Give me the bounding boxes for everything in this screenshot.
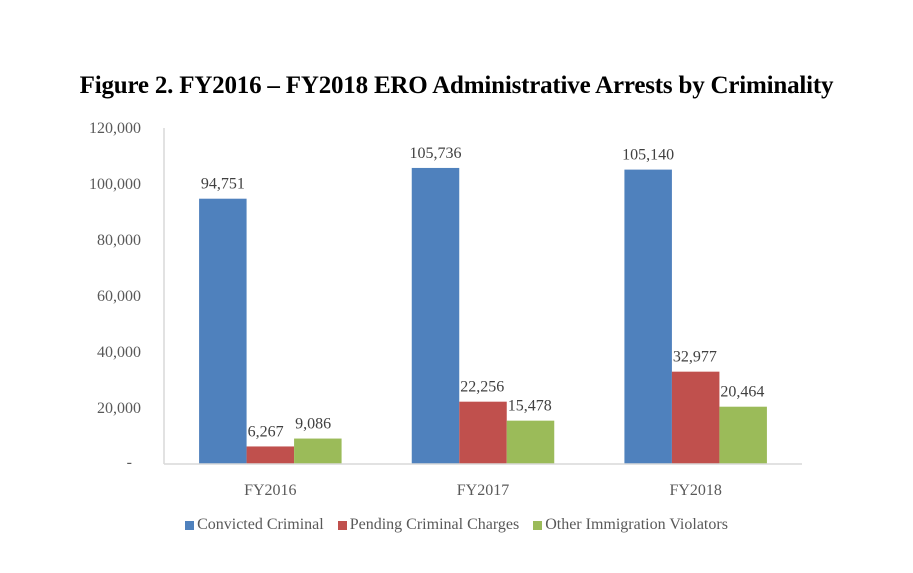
data-label: 32,977 — [673, 349, 717, 366]
legend-swatch — [533, 520, 543, 530]
y-tick-label: 80,000 — [97, 232, 141, 249]
x-tick-label: FY2016 — [244, 482, 296, 499]
legend-swatch — [337, 520, 347, 530]
x-tick-label: FY2017 — [457, 482, 509, 499]
bar-convicted-criminal-fy2016 — [199, 198, 247, 464]
y-axis: - 20,000 40,000 60,000 80,000 100,000 120,000 — [89, 120, 165, 471]
data-label: 6,267 — [248, 423, 284, 440]
legend-swatch — [185, 520, 195, 530]
bar-pending-criminal-charges-fy2016 — [246, 446, 295, 464]
legend-item: Convicted Criminal — [185, 516, 324, 534]
bar-convicted-criminal-fy2018 — [624, 169, 672, 464]
y-tick-label: 20,000 — [97, 400, 141, 417]
x-tick-label: FY2018 — [669, 482, 721, 499]
legend: Convicted Criminal Pending Criminal Charg… — [0, 516, 913, 534]
chart-title: Figure 2. FY2016 – FY2018 ERO Administra… — [79, 72, 834, 99]
legend-item: Other Immigration Violators — [533, 516, 728, 534]
data-label: 105,140 — [622, 147, 674, 164]
data-label: 9,086 — [295, 416, 331, 433]
bar-other-immigration-violators-fy2018 — [719, 406, 767, 464]
legend-item: Pending Criminal Charges — [337, 516, 520, 534]
data-label: 94,751 — [201, 176, 245, 193]
data-label: 15,478 — [508, 398, 552, 415]
y-tick-label: 40,000 — [97, 344, 141, 361]
y-tick-label: - — [127, 454, 132, 471]
y-tick-label: 100,000 — [89, 176, 141, 193]
y-tick-label: 60,000 — [97, 288, 141, 305]
x-axis: FY2016 FY2017 FY2018 — [164, 463, 802, 499]
bar-other-immigration-violators-fy2016 — [294, 438, 342, 464]
bar-other-immigration-violators-fy2017 — [506, 420, 555, 464]
data-label: 105,736 — [410, 145, 462, 162]
legend-label: Pending Criminal Charges — [349, 516, 520, 533]
data-label: 22,256 — [460, 379, 504, 396]
data-label: 20,464 — [720, 384, 764, 401]
bars — [199, 167, 767, 464]
bar-pending-criminal-charges-fy2018 — [671, 371, 720, 464]
y-tick-label: 120,000 — [89, 120, 141, 137]
bar-convicted-criminal-fy2017 — [411, 167, 460, 464]
bar-pending-criminal-charges-fy2017 — [459, 401, 507, 464]
legend-label: Other Immigration Violators — [545, 516, 728, 533]
legend-label: Convicted Criminal — [197, 516, 324, 533]
